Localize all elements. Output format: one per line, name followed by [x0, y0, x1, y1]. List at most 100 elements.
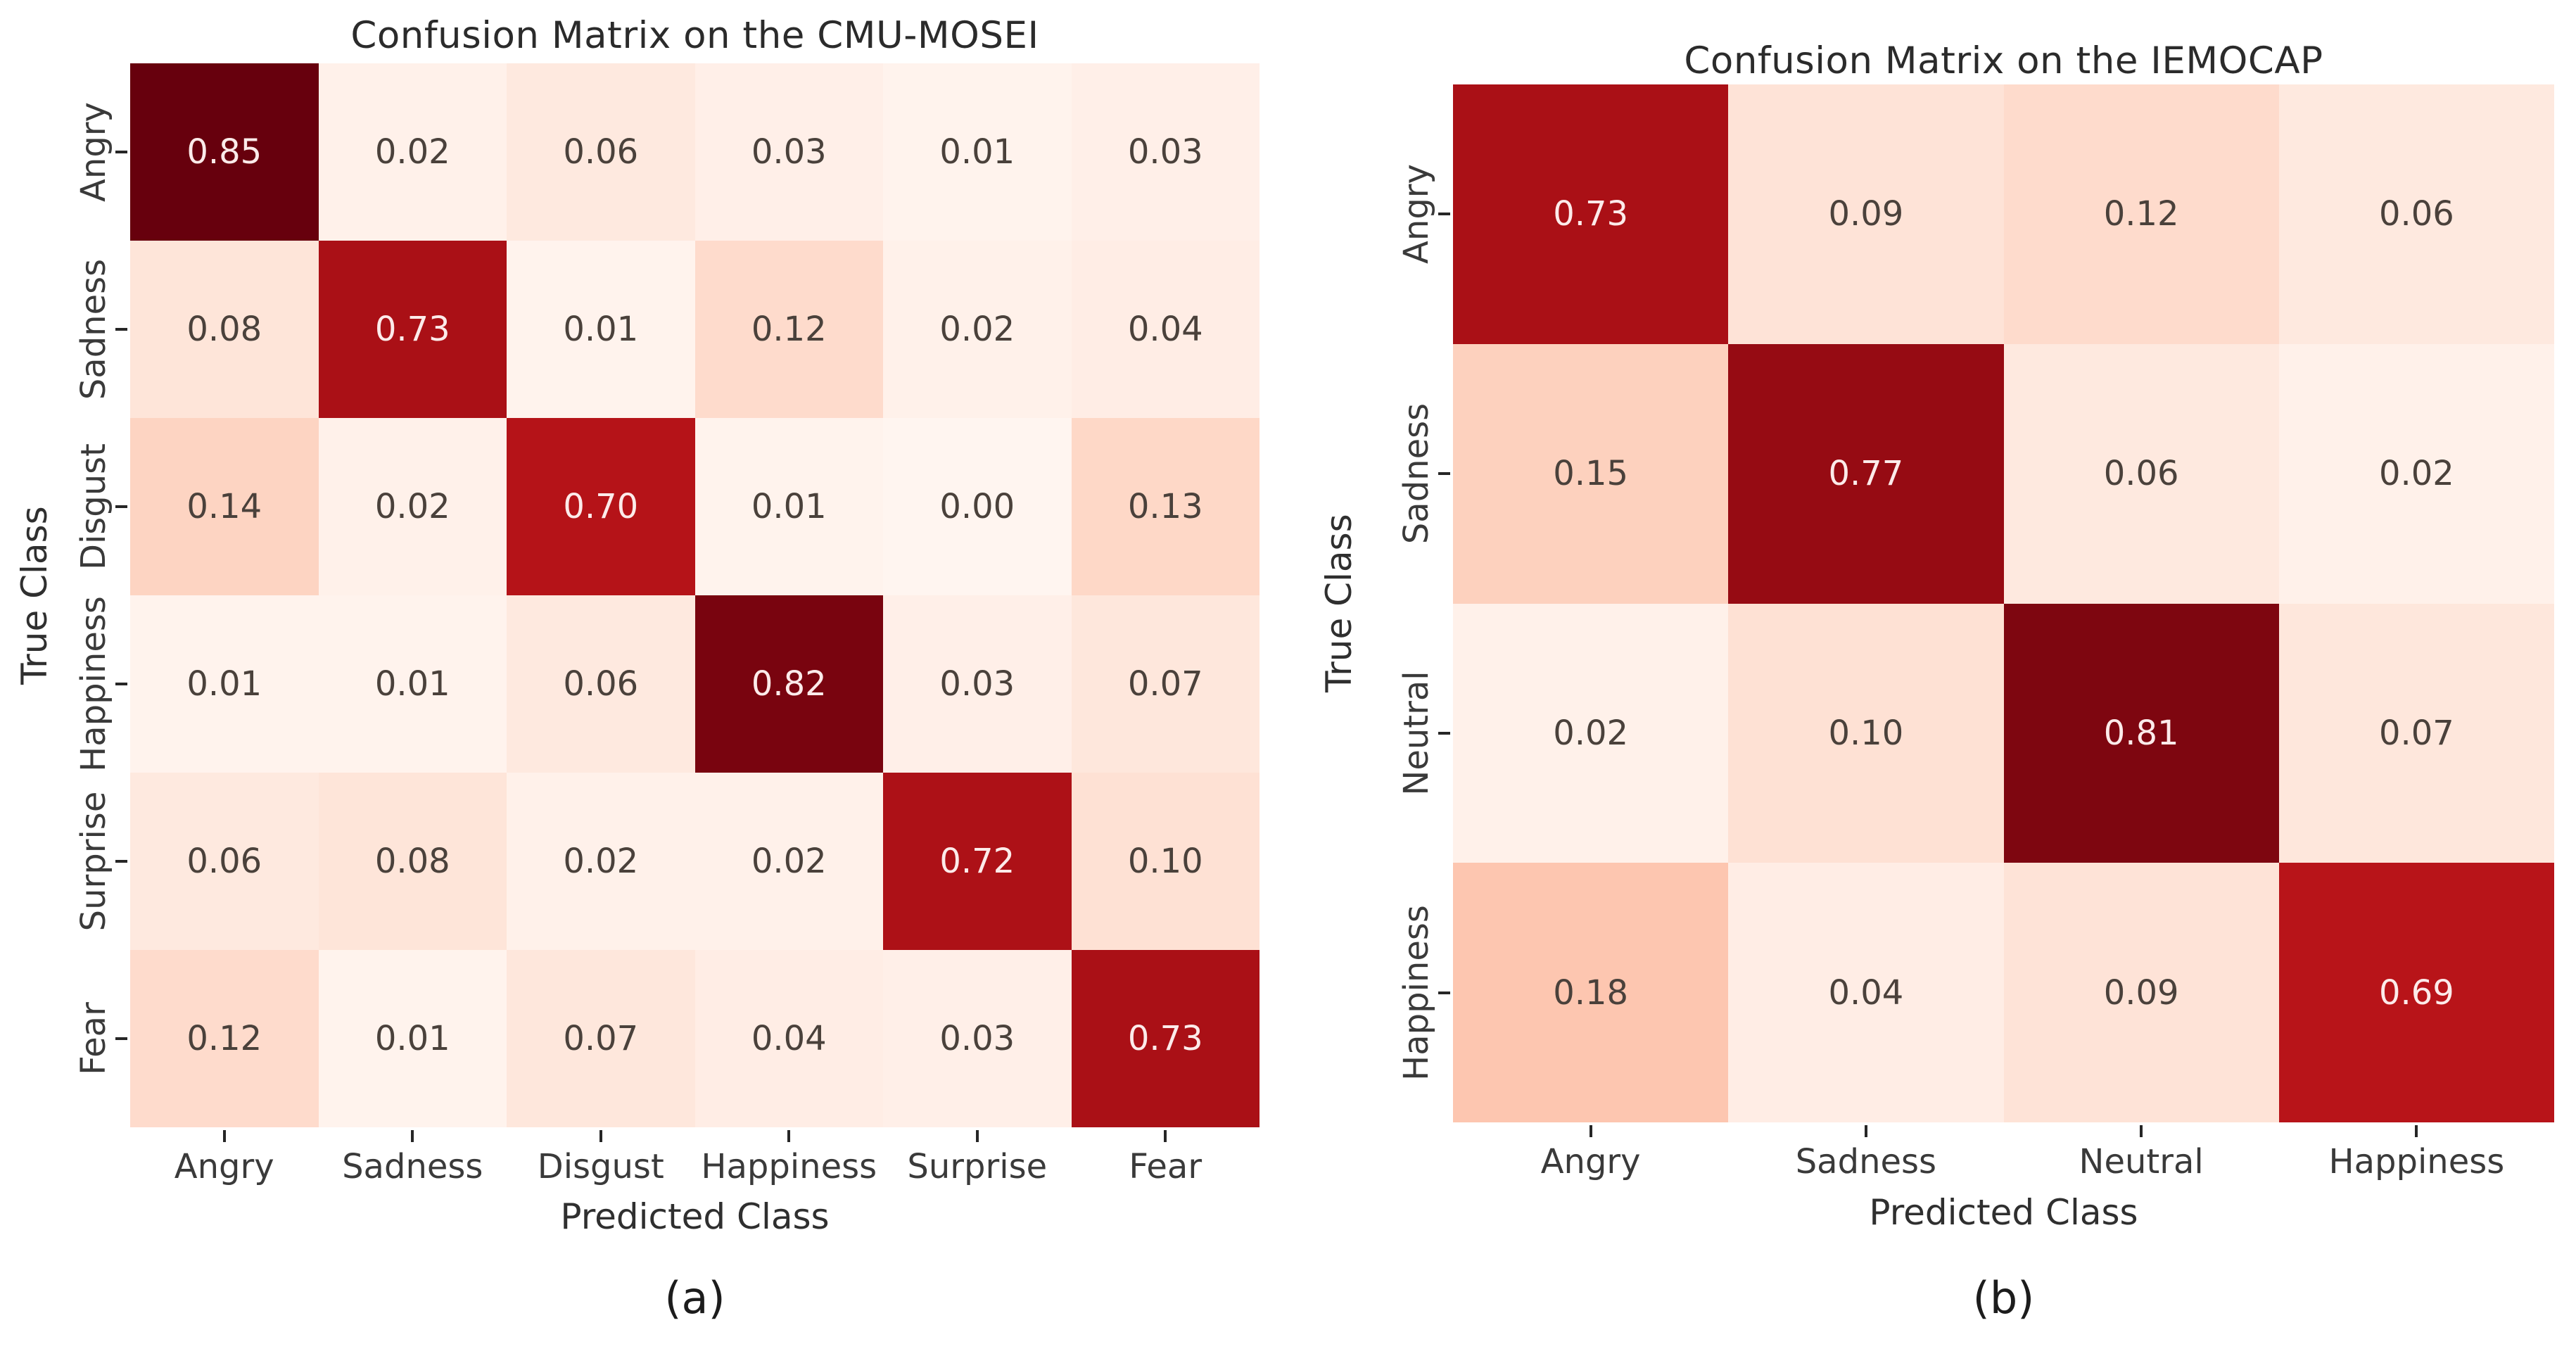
heatmap-cell: 0.03 — [883, 595, 1072, 773]
x-tick-mark — [1164, 1130, 1167, 1142]
heatmap-cmu-mosei: 0.85 0.02 0.06 0.03 0.01 0.03 0.08 0.73 0.01 0.12… — [74, 63, 1260, 1184]
heatmap-cell: 0.06 — [2003, 343, 2279, 604]
heatmap-cell: 0.03 — [883, 950, 1072, 1127]
heatmap-cell: 0.15 — [1453, 343, 1729, 604]
x-tick-mark — [2140, 1125, 2143, 1137]
x-axis-label-b: Predicted Class — [1869, 1192, 2138, 1233]
y-axis-label-a: True Class — [14, 506, 55, 685]
subfigure-caption-b: (b) — [1972, 1272, 2035, 1324]
y-tick-mark — [115, 683, 127, 685]
heatmap-cell: 0.04 — [694, 950, 883, 1127]
y-tick-label: Angry — [1397, 164, 1436, 265]
heatmap-iemocap: 0.73 0.09 0.12 0.06 0.15 0.77 0.06 0.02 0.02 0.10… — [1397, 84, 2554, 1179]
y-tick-label: Happiness — [74, 596, 113, 772]
x-tick-label: Disgust — [537, 1147, 664, 1186]
y-tick-label: Happiness — [1397, 904, 1436, 1081]
y-tick-label: Neutral — [1397, 671, 1436, 796]
heatmap-cell: 0.03 — [694, 63, 883, 241]
y-tick-mark — [115, 1037, 127, 1040]
x-tick-label: Neutral — [2079, 1142, 2204, 1181]
x-tick-mark — [975, 1130, 979, 1142]
y-tick-label: Sadness — [74, 258, 113, 400]
heatmap-cell: 0.04 — [1071, 241, 1260, 418]
heatmap-cell: 0.14 — [130, 418, 319, 595]
y-tick-label: Disgust — [74, 443, 113, 571]
y-tick-mark — [1438, 731, 1450, 735]
heatmap-cell: 0.02 — [883, 241, 1072, 418]
heatmap-cell: 0.00 — [883, 418, 1072, 595]
x-tick-mark — [599, 1130, 602, 1142]
heatmap-cell: 0.06 — [507, 63, 695, 241]
heatmap-cell: 0.06 — [130, 773, 319, 950]
y-tick-mark — [115, 860, 127, 863]
x-tick-mark — [411, 1130, 414, 1142]
heatmap-cell: 0.08 — [130, 241, 319, 418]
y-tick-label: Angry — [74, 102, 113, 202]
heatmap-cell: 0.10 — [1728, 603, 2004, 863]
heatmap-cell: 0.01 — [130, 595, 319, 773]
y-tick-mark — [1438, 213, 1450, 216]
y-tick-mark — [115, 328, 127, 331]
heatmap-cell: 0.10 — [1071, 773, 1260, 950]
y-tick-mark — [115, 505, 127, 508]
heatmap-cell: 0.07 — [2278, 603, 2554, 863]
x-tick-label: Fear — [1129, 1147, 1203, 1186]
heatmap-cell: 0.73 — [1453, 84, 1729, 344]
heatmap-cell: 0.72 — [883, 773, 1072, 950]
x-tick-label: Happiness — [701, 1147, 877, 1186]
heatmap-cell: 0.09 — [2003, 863, 2279, 1122]
heatmap-cell: 0.81 — [2003, 603, 2279, 863]
heatmap-cell: 0.01 — [883, 63, 1072, 241]
y-axis-label-b: True Class — [1319, 514, 1359, 693]
x-axis-label-a: Predicted Class — [560, 1196, 830, 1237]
heatmap-cell: 0.82 — [694, 595, 883, 773]
x-tick-label: Angry — [1540, 1142, 1641, 1181]
heatmap-cell: 0.06 — [2278, 84, 2554, 344]
x-tick-label: Sadness — [342, 1147, 483, 1186]
y-tick-mark — [1438, 472, 1450, 476]
heatmap-cell: 0.07 — [507, 950, 695, 1127]
x-tick-mark — [2415, 1125, 2418, 1137]
heatmap-cell: 0.85 — [130, 63, 319, 241]
y-tick-label: Fear — [74, 1002, 113, 1075]
x-tick-mark — [222, 1130, 226, 1142]
heatmap-cell: 0.02 — [2278, 343, 2554, 604]
y-tick-label: Surprise — [74, 791, 113, 932]
heatmap-cell: 0.12 — [130, 950, 319, 1127]
heatmap-cell: 0.01 — [318, 595, 507, 773]
heatmap-cell: 0.13 — [1071, 418, 1260, 595]
heatmap-cell: 0.02 — [318, 418, 507, 595]
heatmap-cell: 0.01 — [507, 241, 695, 418]
x-tick-mark — [1589, 1125, 1592, 1137]
heatmap-cell: 0.02 — [318, 63, 507, 241]
chart-title-iemocap: Confusion Matrix on the IEMOCAP — [1684, 39, 2323, 82]
heatmap-cell: 0.77 — [1728, 343, 2004, 604]
chart-title-cmu-mosei: Confusion Matrix on the CMU-MOSEI — [350, 14, 1039, 57]
heatmap-cell: 0.73 — [318, 241, 507, 418]
x-tick-label: Happiness — [2328, 1142, 2505, 1181]
heatmap-cell: 0.02 — [1453, 603, 1729, 863]
x-tick-mark — [787, 1130, 791, 1142]
heatmap-cell: 0.02 — [507, 773, 695, 950]
x-tick-mark — [1864, 1125, 1867, 1137]
heatmap-cell: 0.04 — [1728, 863, 2004, 1122]
y-tick-mark — [1438, 991, 1450, 994]
x-tick-label: Angry — [174, 1147, 274, 1186]
heatmap-cell: 0.18 — [1453, 863, 1729, 1122]
heatmap-grid: 0.73 0.09 0.12 0.06 0.15 0.77 0.06 0.02 0.02 0.10… — [1453, 84, 2554, 1122]
heatmap-cell: 0.73 — [1071, 950, 1260, 1127]
heatmap-cell: 0.06 — [507, 595, 695, 773]
heatmap-cell: 0.01 — [318, 950, 507, 1127]
y-tick-label: Sadness — [1397, 403, 1436, 545]
heatmap-cell: 0.08 — [318, 773, 507, 950]
subfigure-caption-a: (a) — [664, 1272, 725, 1324]
x-tick-label: Sadness — [1795, 1142, 1937, 1181]
heatmap-cell: 0.12 — [694, 241, 883, 418]
heatmap-cell: 0.01 — [694, 418, 883, 595]
x-tick-label: Surprise — [907, 1147, 1048, 1186]
heatmap-cell: 0.70 — [507, 418, 695, 595]
heatmap-cell: 0.09 — [1728, 84, 2004, 344]
heatmap-cell: 0.12 — [2003, 84, 2279, 344]
y-tick-mark — [115, 151, 127, 153]
